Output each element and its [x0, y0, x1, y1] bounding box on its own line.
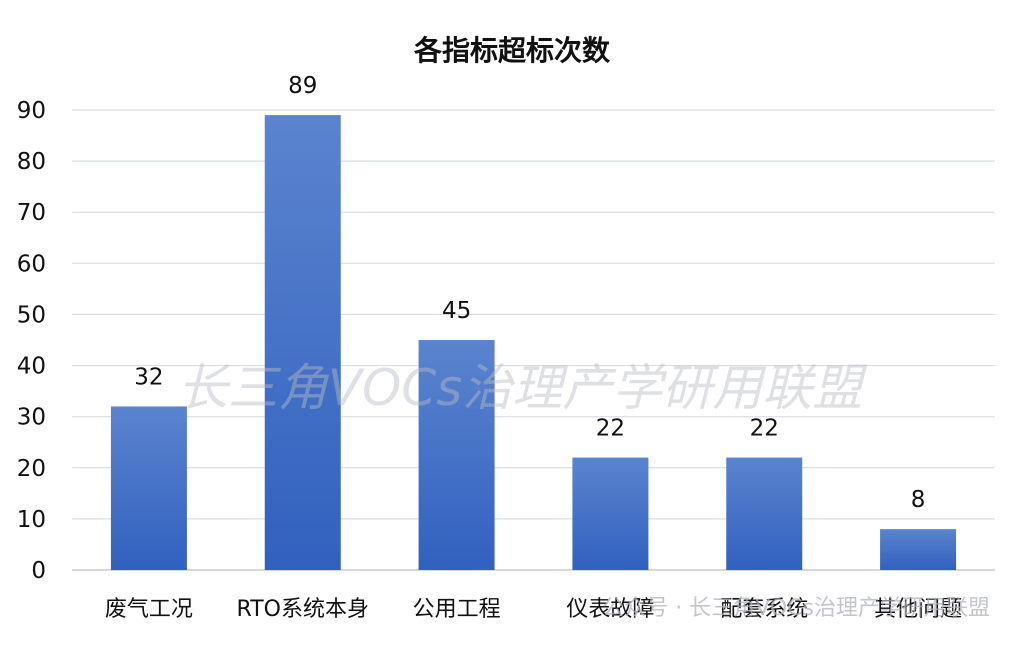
category-label: 仪表故障: [566, 597, 654, 622]
y-tick-label: 30: [17, 405, 46, 431]
y-tick-label: 90: [17, 98, 46, 124]
data-label: 89: [288, 73, 317, 99]
y-tick-label: 60: [17, 251, 46, 277]
y-tick-label: 50: [17, 302, 46, 328]
category-label: 其他问题: [874, 597, 962, 622]
bars: [110, 115, 957, 570]
bar-4: [726, 457, 803, 570]
category-label: 公用工程: [413, 597, 501, 622]
y-tick-label: 70: [17, 200, 46, 226]
y-tick-label: 0: [31, 558, 46, 584]
data-label: 45: [442, 298, 471, 324]
bar-5: [880, 529, 957, 570]
category-label: 废气工况: [105, 597, 193, 622]
data-label: 22: [750, 416, 779, 442]
y-tick-label: 40: [17, 354, 46, 380]
bar-1: [264, 115, 341, 570]
bar-0: [110, 406, 187, 570]
bar-2: [418, 340, 495, 570]
gridlines: [72, 109, 995, 571]
data-label: 8: [911, 487, 926, 513]
data-label: 32: [134, 364, 163, 390]
y-tick-label: 80: [17, 149, 46, 175]
category-label: 配套系统: [720, 597, 808, 622]
x-axis-categories: 废气工况 RTO系统本身 公用工程 仪表故障 配套系统 其他问题: [105, 597, 962, 622]
chart-title: 各指标超标次数: [413, 34, 611, 67]
watermark-text: 长三角VOCs治理产学研用联盟: [178, 359, 868, 417]
y-tick-label: 10: [17, 507, 46, 533]
data-label: 22: [596, 416, 625, 442]
footer-watermark: 公众号 · 长三角VOCs治理产学研用联盟: [602, 596, 990, 621]
bar-3: [572, 457, 649, 570]
y-tick-label: 20: [17, 456, 46, 482]
data-labels: 32 89 45 22 22 8: [134, 73, 925, 513]
category-label: RTO系统本身: [237, 597, 369, 622]
y-axis-ticks: 0 10 20 30 40 50 60 70 80 90: [17, 98, 46, 584]
